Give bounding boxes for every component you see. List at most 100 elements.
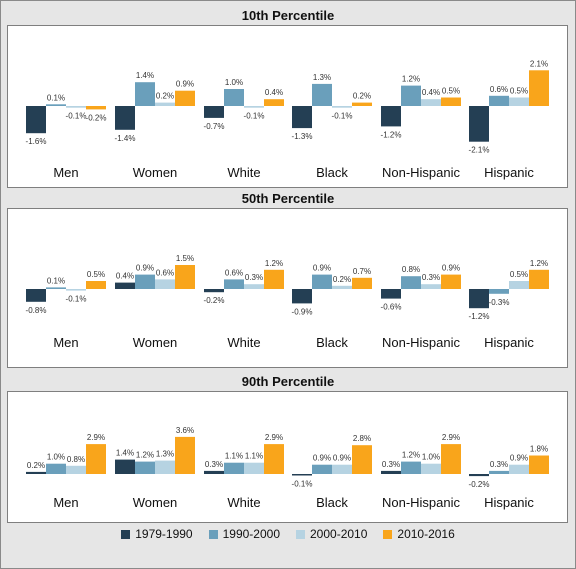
bar (332, 106, 352, 108)
data-label: 2.8% (353, 434, 371, 443)
data-label: 1.5% (176, 254, 194, 263)
category-label: Black (316, 165, 348, 180)
data-label: 0.3% (422, 273, 440, 282)
legend-item-2010-2016: 2010-2016 (383, 527, 454, 541)
bar (155, 461, 175, 474)
bar (244, 106, 264, 108)
data-label: 1.1% (225, 452, 243, 461)
bar (421, 99, 441, 106)
legend-label: 1979-1990 (135, 527, 192, 541)
category-label: White (227, 495, 260, 510)
bar (292, 289, 312, 303)
category-label: Women (133, 495, 178, 510)
data-label: 1.3% (156, 450, 174, 459)
bar (529, 270, 549, 289)
data-label: 0.9% (313, 264, 331, 273)
bar (26, 289, 46, 302)
bar (175, 91, 195, 106)
category-label: White (227, 165, 260, 180)
data-label: -0.1% (332, 112, 353, 121)
category-label: Non-Hispanic (382, 495, 461, 510)
bar (401, 462, 421, 474)
bar (292, 474, 312, 476)
data-label: 0.5% (87, 270, 105, 279)
category-label: Women (133, 335, 178, 350)
bar (175, 437, 195, 474)
bar (381, 106, 401, 126)
data-label: -1.2% (381, 130, 402, 139)
bar (26, 106, 46, 133)
bar (135, 82, 155, 106)
data-label: 0.9% (136, 264, 154, 273)
bar (401, 276, 421, 289)
data-label: 1.0% (225, 78, 243, 87)
data-label: 1.0% (47, 453, 65, 462)
bar (204, 106, 224, 118)
data-label: 0.1% (47, 276, 65, 285)
data-label: -0.2% (204, 296, 225, 305)
legend-label: 2000-2010 (310, 527, 367, 541)
data-label: 1.4% (136, 71, 154, 80)
bar (489, 289, 509, 294)
data-label: -0.7% (204, 122, 225, 131)
data-label: 0.8% (402, 265, 420, 274)
legend: 1979-1990 1990-2000 2000-2010 2010-2016 (0, 527, 576, 541)
bar (244, 463, 264, 474)
data-label: -0.1% (66, 295, 87, 304)
category-label: Men (53, 495, 78, 510)
data-label: -0.1% (66, 112, 87, 121)
data-label: 0.1% (47, 93, 65, 102)
bar (115, 106, 135, 130)
data-label: -0.2% (469, 480, 490, 489)
data-label: 1.1% (245, 452, 263, 461)
bar (244, 284, 264, 289)
category-label: Hispanic (484, 335, 534, 350)
data-label: 3.6% (176, 426, 194, 435)
bar (224, 463, 244, 474)
data-label: 2.1% (530, 59, 548, 68)
data-label: 0.3% (490, 460, 508, 469)
data-label: -0.3% (489, 298, 510, 307)
data-label: 0.2% (156, 92, 174, 101)
bar (204, 471, 224, 474)
data-label: 0.9% (313, 454, 331, 463)
category-label: Hispanic (484, 165, 534, 180)
legend-item-2000-2010: 2000-2010 (296, 527, 367, 541)
bar (469, 106, 489, 142)
data-label: 2.9% (265, 433, 283, 442)
bar (175, 265, 195, 289)
bar (469, 474, 489, 476)
data-label: 0.3% (205, 460, 223, 469)
bar (204, 289, 224, 292)
data-label: 0.2% (333, 275, 351, 284)
data-label: 0.5% (510, 270, 528, 279)
data-label: 1.2% (530, 259, 548, 268)
bar (86, 281, 106, 289)
bar (115, 283, 135, 289)
bar (441, 98, 461, 107)
category-label: Non-Hispanic (382, 165, 461, 180)
category-label: Men (53, 165, 78, 180)
bar (292, 106, 312, 128)
data-label: 2.9% (87, 433, 105, 442)
data-label: 1.8% (530, 445, 548, 454)
bar (312, 275, 332, 289)
bar (86, 106, 106, 109)
category-label: White (227, 335, 260, 350)
bar (489, 96, 509, 106)
bar (312, 84, 332, 106)
bar (66, 466, 86, 474)
data-label: 1.2% (402, 451, 420, 460)
bar (352, 103, 372, 106)
category-label: Men (53, 335, 78, 350)
data-label: -0.8% (26, 306, 47, 315)
bar (135, 275, 155, 289)
data-label: 0.2% (353, 92, 371, 101)
category-label: Non-Hispanic (382, 335, 461, 350)
bar (135, 462, 155, 474)
legend-swatch (209, 530, 218, 539)
data-label: 0.7% (353, 267, 371, 276)
bar (26, 472, 46, 474)
category-label: Black (316, 335, 348, 350)
data-label: 0.3% (245, 273, 263, 282)
